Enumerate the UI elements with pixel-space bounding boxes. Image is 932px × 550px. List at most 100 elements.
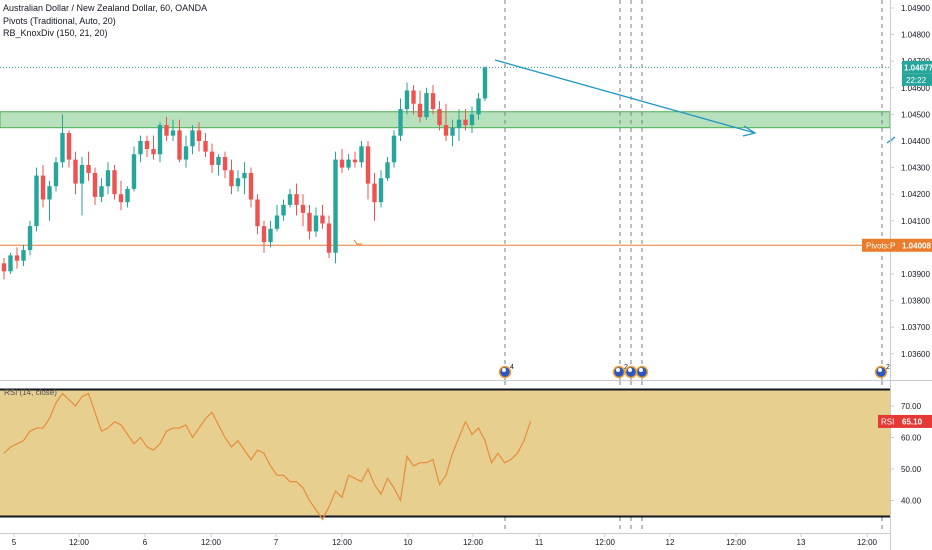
candle-body[interactable] [482, 67, 488, 99]
candle-body[interactable] [118, 194, 124, 203]
candle-body[interactable] [242, 172, 247, 179]
candle-body[interactable] [14, 255, 20, 261]
last-price-badge[interactable] [902, 60, 932, 74]
candle-body[interactable] [365, 146, 371, 184]
candle-body[interactable] [1, 263, 7, 272]
candle-body[interactable] [66, 133, 72, 160]
candle-body[interactable] [424, 93, 429, 118]
candle-body[interactable] [229, 170, 234, 187]
knoxdiv-indicator-legend[interactable]: RB_KnoxDiv (150, 21, 20) [3, 28, 108, 38]
candle-body[interactable] [216, 156, 221, 165]
candle-body[interactable] [164, 125, 169, 136]
candle-body[interactable] [8, 255, 13, 272]
candle-body[interactable] [99, 186, 104, 197]
candle-body[interactable] [281, 204, 286, 216]
candle-body[interactable] [47, 186, 52, 200]
candle-body[interactable] [287, 194, 293, 205]
candle-body[interactable] [352, 159, 358, 163]
candle-body[interactable] [417, 103, 423, 118]
candle-body[interactable] [40, 175, 46, 200]
candle-body[interactable] [307, 212, 312, 232]
candle-body[interactable] [105, 170, 111, 187]
candle-body[interactable] [320, 215, 325, 224]
candle-body[interactable] [222, 156, 228, 171]
candle-body[interactable] [261, 226, 267, 243]
candle-body[interactable] [469, 114, 475, 126]
candle-body[interactable] [112, 170, 117, 195]
event-flag-icon[interactable] [612, 365, 626, 379]
event-flag-icon[interactable] [874, 365, 888, 379]
candle-body[interactable] [456, 119, 462, 128]
candle-body[interactable] [248, 172, 254, 200]
candle-body[interactable] [339, 159, 345, 168]
candle-body[interactable] [255, 199, 260, 227]
candle-body[interactable] [476, 98, 481, 115]
candle-body[interactable] [294, 194, 299, 205]
candle-body[interactable] [398, 109, 403, 136]
candle-body[interactable] [274, 215, 280, 229]
candle-body[interactable] [359, 146, 364, 163]
pivot-badge[interactable] [862, 238, 932, 252]
candle-body[interactable] [190, 130, 195, 147]
event-flag-icon-detail [639, 368, 643, 372]
pivots-indicator-legend[interactable]: Pivots (Traditional, Auto, 20) [3, 16, 116, 26]
candle-body[interactable] [346, 159, 351, 168]
candle-body[interactable] [268, 228, 273, 243]
candle-body[interactable] [138, 141, 143, 155]
trend-arrow-line[interactable] [494, 59, 756, 134]
candle-body[interactable] [385, 162, 390, 179]
rsi-value-badge[interactable] [878, 414, 932, 428]
event-flag-icon[interactable] [624, 365, 638, 379]
event-flag-icon[interactable] [498, 365, 512, 379]
candle-body[interactable] [144, 141, 150, 149]
candle-body[interactable] [27, 226, 33, 251]
candle-body[interactable] [326, 223, 332, 253]
candle-body[interactable] [183, 146, 189, 160]
price-scale[interactable]: 1.049001.048001.047001.046001.045001.044… [862, 4, 932, 359]
candle-body[interactable] [437, 109, 442, 126]
candle-body[interactable] [463, 119, 468, 126]
candle-body[interactable] [203, 141, 208, 152]
candle-body[interactable] [404, 90, 410, 110]
time-axis[interactable]: 5 12:00 6 12:00 7 12:00 10 12:00 11 12:00 12 12:00 1… [12, 533, 878, 547]
candle-body[interactable] [73, 159, 78, 184]
candle-body[interactable] [125, 188, 130, 203]
candle-body[interactable] [60, 133, 65, 163]
candle-body[interactable] [333, 159, 338, 253]
candle-body[interactable] [443, 125, 449, 136]
rsi-indicator-legend[interactable]: RSI (14, close) [4, 388, 57, 397]
candle-body[interactable] [411, 90, 416, 104]
candle-body[interactable] [430, 93, 436, 110]
rsi-badge-name: RSI [881, 417, 894, 426]
candle-body[interactable] [86, 164, 91, 173]
event-markers[interactable]: 4 2 2 [498, 364, 891, 379]
pivot-badge-name: Pivots:P [866, 241, 895, 250]
rsi-scale[interactable]: 70.00 60.00 50.00 40.00 RSI 65.10 [878, 402, 932, 506]
candle-body[interactable] [79, 164, 85, 184]
candlestick-series[interactable] [1, 66, 488, 280]
candle-body[interactable] [378, 178, 384, 203]
candle-body[interactable] [34, 175, 39, 227]
candle-body[interactable] [170, 130, 176, 136]
candle-body[interactable] [450, 127, 455, 136]
candle-body[interactable] [209, 151, 215, 165]
candle-body[interactable] [391, 135, 397, 163]
candle-body[interactable] [300, 204, 306, 213]
rsi-pane[interactable] [0, 388, 890, 521]
candle-body[interactable] [21, 250, 26, 261]
candle-body[interactable] [131, 154, 137, 189]
candle-body[interactable] [53, 162, 59, 187]
candle-body[interactable] [177, 130, 182, 160]
rsi-line[interactable] [3, 392, 532, 521]
candle-body[interactable] [313, 215, 319, 232]
candle-body[interactable] [372, 183, 377, 203]
symbol-title[interactable]: Australian Dollar / New Zealand Dollar, … [3, 3, 208, 13]
candle-body[interactable] [196, 130, 202, 141]
candle-body[interactable] [157, 125, 163, 155]
candle-body[interactable] [92, 172, 98, 197]
event-flag-icon[interactable] [635, 365, 649, 379]
time-tick-label: 12 [666, 538, 675, 547]
candle-body[interactable] [235, 178, 241, 187]
candle-body[interactable] [151, 148, 156, 155]
